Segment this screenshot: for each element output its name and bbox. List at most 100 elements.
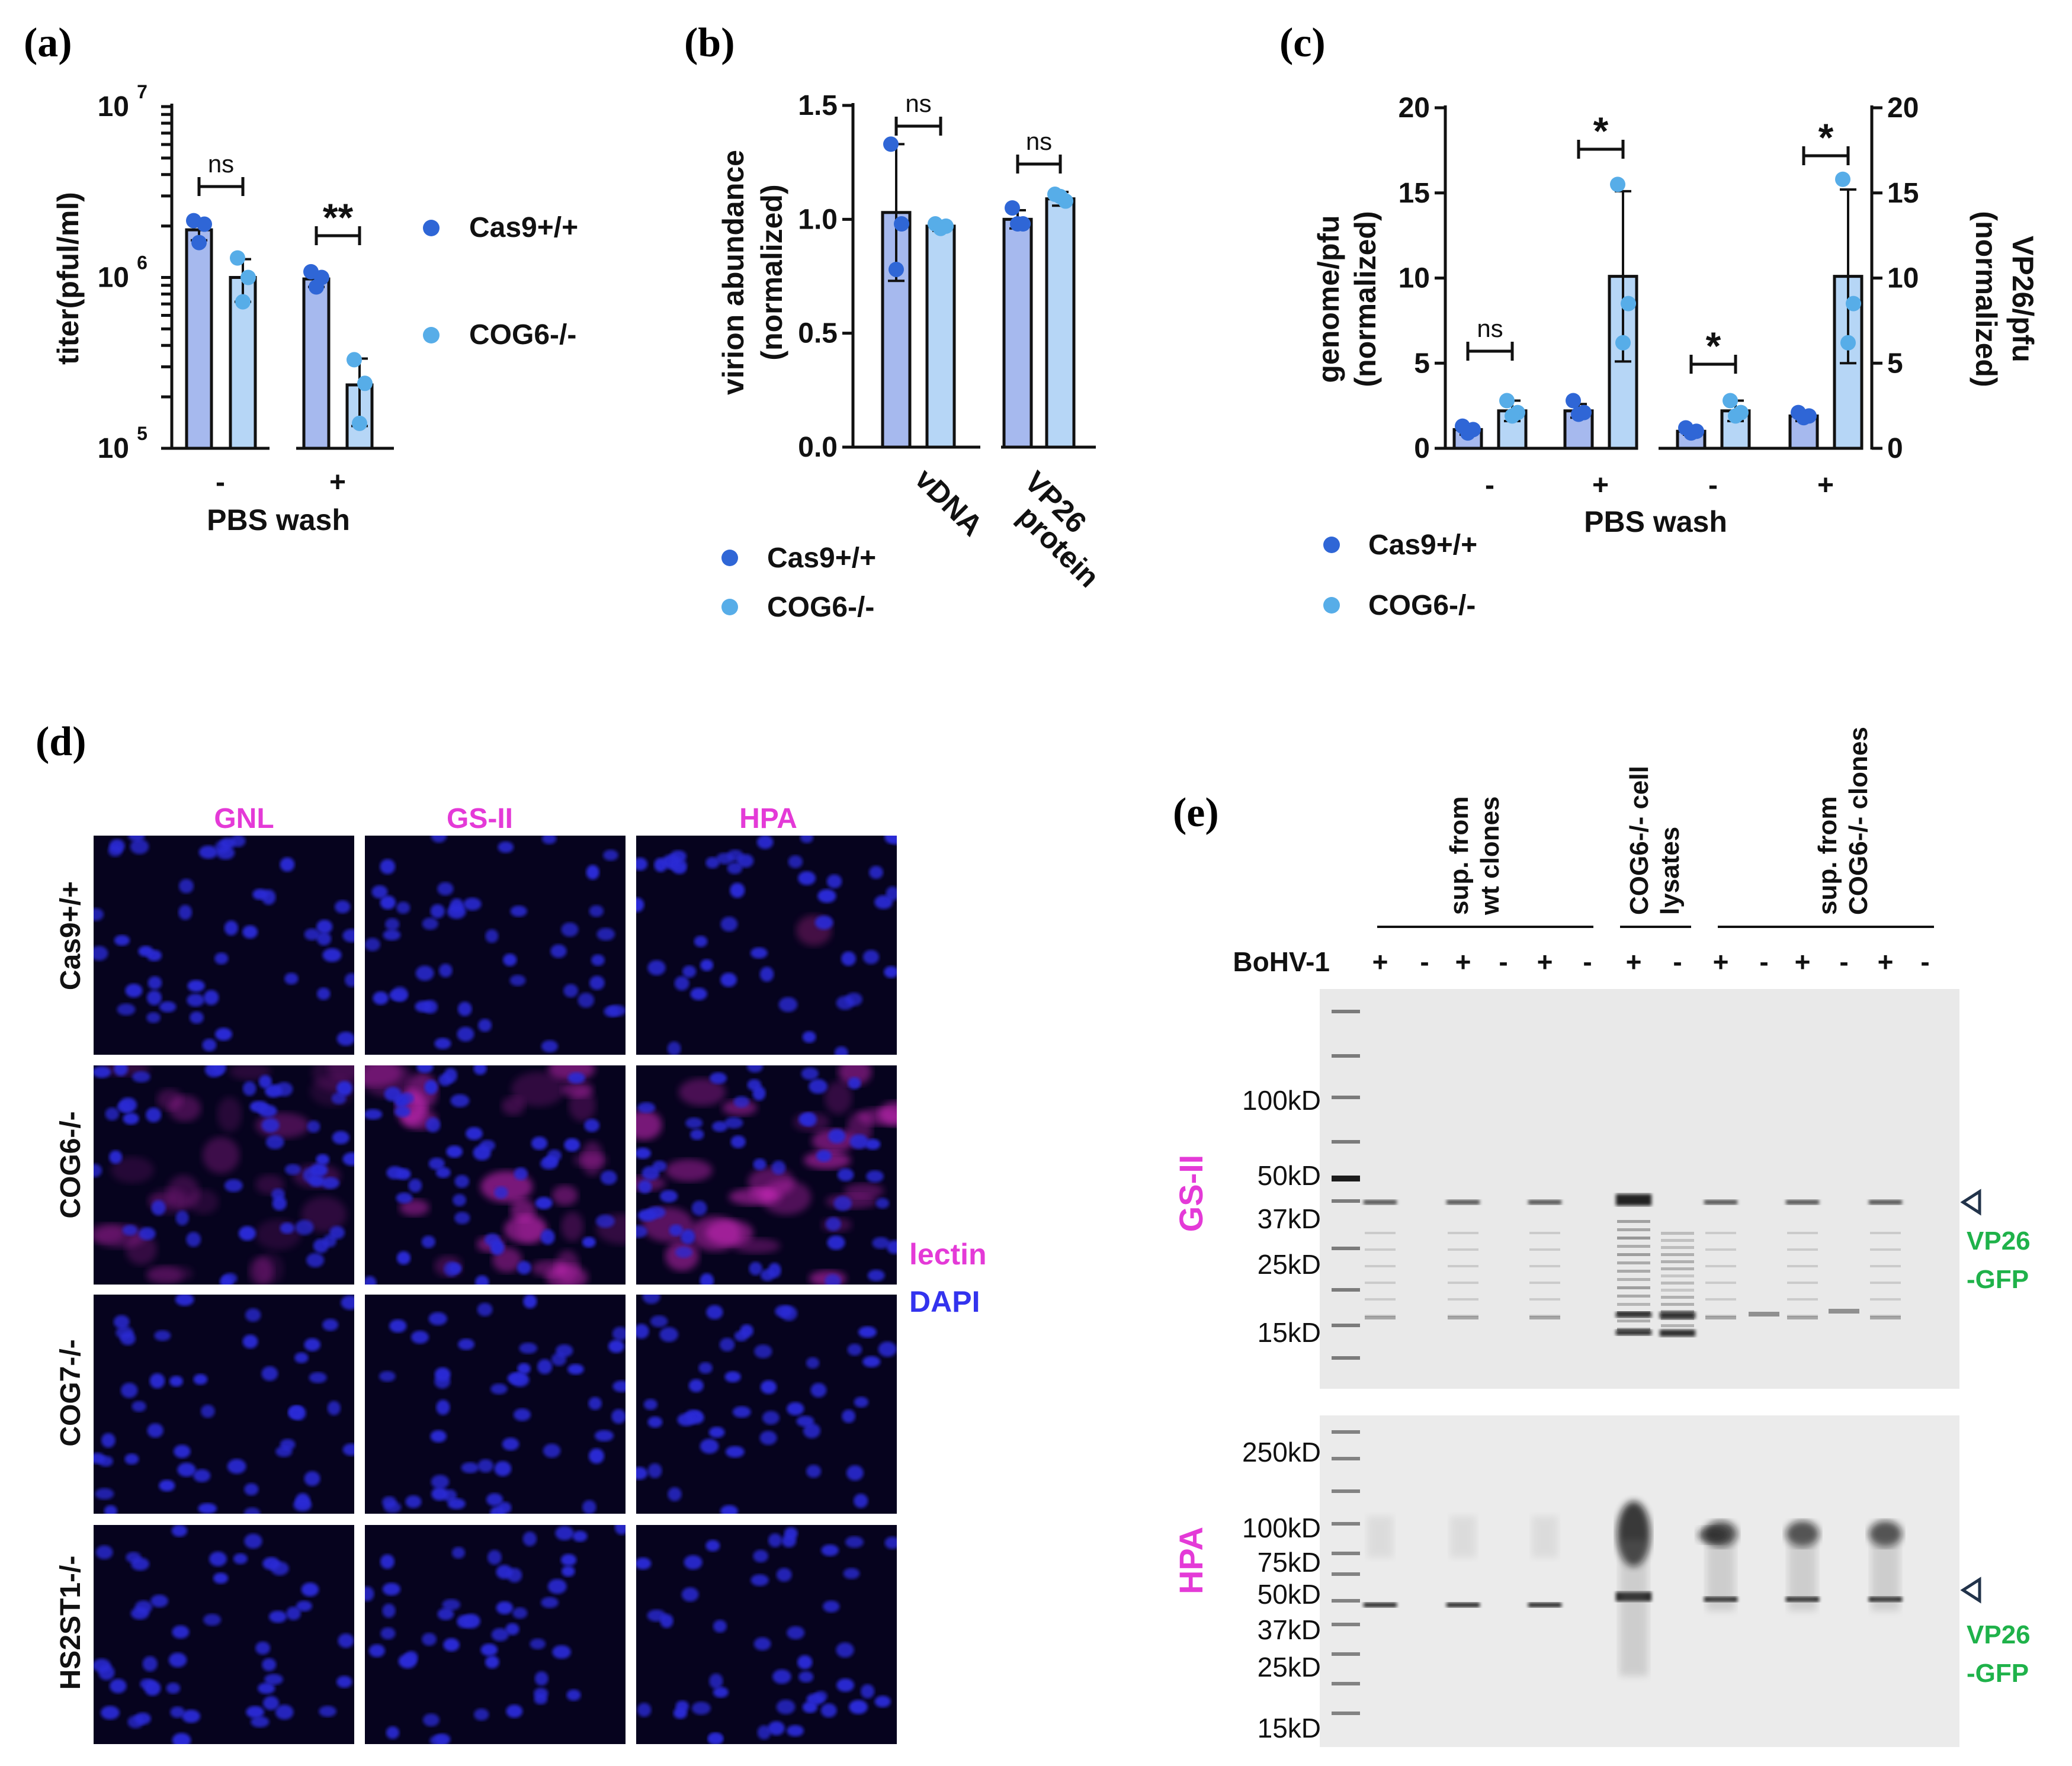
nucleus	[713, 1620, 727, 1632]
nucleus	[245, 1308, 261, 1322]
nucleus	[803, 1031, 816, 1043]
nucleus	[423, 1713, 440, 1726]
nucleus	[262, 1366, 278, 1381]
data-point	[352, 416, 367, 431]
y-axis-label: virion abundance	[717, 150, 750, 395]
smear	[1661, 1274, 1694, 1277]
nucleus	[101, 1433, 116, 1448]
nucleus	[887, 1240, 902, 1254]
nucleus	[758, 1725, 771, 1739]
nucleus	[849, 1134, 868, 1149]
nucleus	[150, 1373, 165, 1389]
nucleus	[220, 837, 235, 849]
y-tick-label-right: 10	[1887, 263, 1919, 294]
nucleus	[486, 1493, 503, 1506]
nucleus	[139, 1227, 156, 1240]
nucleus	[336, 1676, 352, 1688]
nucleus	[862, 1356, 880, 1367]
legend-a-cog6-label: COG6-/-	[469, 319, 576, 351]
nucleus	[135, 1600, 152, 1613]
nucleus	[252, 889, 268, 900]
nucleus	[172, 1525, 188, 1537]
nucleus	[280, 1222, 294, 1234]
nucleus	[329, 1226, 345, 1239]
band-vp26	[1446, 1603, 1480, 1607]
data-point	[1005, 200, 1020, 216]
nucleus	[700, 1439, 719, 1453]
nucleus	[821, 1545, 839, 1556]
nucleus	[176, 1210, 189, 1225]
nucleus	[108, 845, 123, 856]
nucleus	[803, 1701, 817, 1713]
smear	[1450, 1516, 1476, 1558]
nucleus	[811, 1383, 827, 1397]
nucleus	[517, 1363, 530, 1375]
nucleus	[694, 936, 708, 947]
nucleus	[345, 973, 359, 987]
nucleus	[787, 1626, 804, 1639]
nucleus	[834, 1196, 852, 1211]
legend-b-cog6-marker	[721, 599, 738, 615]
nucleus	[437, 882, 453, 896]
nucleus	[269, 1611, 287, 1623]
nucleus	[365, 938, 380, 951]
y-tick-label: 15	[1399, 178, 1430, 209]
nucleus	[435, 1367, 451, 1381]
lectin-signal	[569, 1089, 596, 1122]
nucleus	[145, 1681, 161, 1696]
nucleus	[582, 1500, 596, 1514]
svg-text:wt clones: wt clones	[1476, 797, 1505, 916]
nucleus	[848, 1344, 862, 1356]
nucleus	[204, 990, 219, 1005]
band-low	[1660, 1312, 1695, 1319]
nucleus	[541, 1040, 558, 1052]
panel-e-group-wt: sup. from wt clones	[1445, 797, 1505, 916]
legend-a: Cas9+/+ COG6-/-	[423, 212, 578, 351]
panel-label-c: (c)	[1279, 20, 1326, 66]
nucleus	[523, 1295, 537, 1309]
nucleus	[201, 1405, 215, 1418]
nucleus	[175, 1293, 194, 1306]
y-tick-label: 10	[1399, 263, 1430, 294]
faint-band	[1365, 1248, 1396, 1251]
nucleus	[753, 1550, 768, 1562]
ladder-band	[1332, 1176, 1360, 1181]
y-tick-label: 1.5	[798, 90, 838, 121]
marker-label: 37kD	[1258, 1614, 1321, 1645]
nucleus	[629, 898, 644, 913]
faint-band	[1705, 1248, 1736, 1251]
smear	[1617, 1295, 1650, 1298]
y-tick-label-right: 0	[1887, 433, 1903, 464]
lane-label: -	[1673, 946, 1682, 977]
nucleus	[886, 887, 900, 901]
nucleus	[302, 1582, 319, 1597]
lectin-signal	[169, 1095, 201, 1122]
nucleus	[800, 831, 813, 843]
nucleus	[869, 866, 883, 879]
lectin-signal	[146, 1267, 182, 1285]
nucleus	[96, 1545, 113, 1559]
nucleus	[224, 1179, 243, 1192]
marker-label: 25kD	[1258, 1652, 1321, 1682]
nucleus	[187, 980, 204, 992]
panel-label-e: (e)	[1173, 790, 1219, 836]
data-point	[1728, 408, 1743, 423]
micrograph-2-0	[89, 1293, 360, 1519]
micrograph-0-2	[629, 830, 903, 1059]
nucleus	[638, 1180, 652, 1194]
nucleus	[212, 1060, 226, 1075]
panel-e-group-cog6: sup. from COG6-/- clones	[1813, 727, 1873, 915]
nucleus	[708, 1733, 723, 1744]
nucleus	[823, 1601, 839, 1613]
ladder-band	[1332, 1096, 1360, 1099]
nucleus	[190, 1012, 204, 1024]
nucleus	[552, 1645, 570, 1659]
figure: (a) (b) (c) (d) (e) 10510610 7ns**- +PBS w…	[0, 0, 2072, 1766]
nucleus	[541, 1229, 555, 1245]
smear	[1661, 1289, 1694, 1292]
nucleus	[130, 839, 149, 855]
nucleus	[772, 1669, 791, 1684]
smear	[1367, 1516, 1393, 1558]
nucleus	[463, 898, 481, 911]
nucleus	[787, 1725, 804, 1736]
